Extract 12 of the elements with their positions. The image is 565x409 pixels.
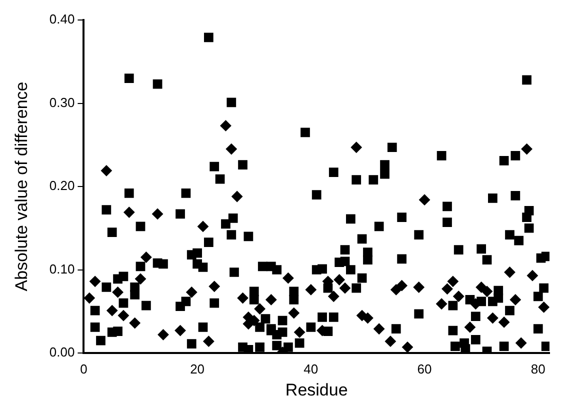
x-tick-label: 60 bbox=[417, 361, 432, 376]
y-tick-label: 0.40 bbox=[49, 12, 75, 27]
x-tick-label: 0 bbox=[80, 361, 88, 376]
x-axis-title: Residue bbox=[285, 380, 348, 400]
y-tick-label: 0.20 bbox=[49, 178, 75, 194]
x-tick-label: 20 bbox=[190, 361, 205, 376]
y-axis-title: Absolute value of difference bbox=[12, 82, 31, 292]
y-tick-label: 0.30 bbox=[49, 94, 75, 110]
x-tick-label: 40 bbox=[304, 361, 318, 376]
y-tick-label: 0.00 bbox=[49, 344, 75, 360]
y-tick-label: 0.10 bbox=[49, 261, 75, 276]
x-tick-label: 80 bbox=[530, 361, 546, 376]
